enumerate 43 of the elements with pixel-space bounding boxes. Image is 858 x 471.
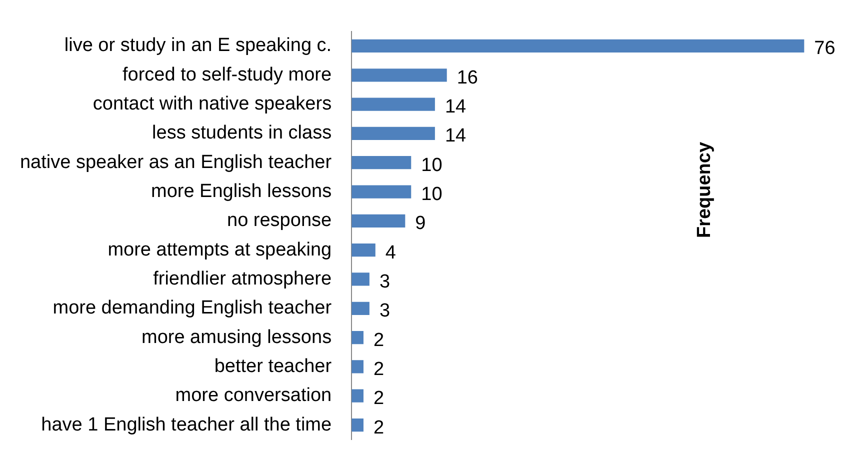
data-label: 2 <box>373 388 384 410</box>
bar <box>352 272 370 286</box>
bar <box>352 39 804 53</box>
bar <box>352 68 447 82</box>
y-tick-label: more attempts at speaking <box>108 239 332 260</box>
y-tick-label: forced to self-study more <box>122 64 332 86</box>
y-tick-label: better teacher <box>214 356 332 377</box>
y-tick-label: more conversation <box>175 385 332 406</box>
data-label: 2 <box>373 330 384 351</box>
data-label: 10 <box>421 154 442 176</box>
bar <box>352 360 364 374</box>
annotation: Frequency <box>694 142 716 238</box>
data-label: 14 <box>444 126 467 147</box>
bar <box>352 126 435 140</box>
y-tick-label: native speaker as an English teacher <box>20 152 332 173</box>
data-label: 10 <box>421 184 442 205</box>
y-tick-label: no response <box>227 210 332 232</box>
data-label: 9 <box>415 213 426 234</box>
bar <box>352 302 370 315</box>
y-tick-label: live or study in an E speaking c. <box>64 35 332 56</box>
bar <box>352 418 364 432</box>
data-label: 3 <box>379 271 390 292</box>
y-tick-label: have 1 English teacher all the time <box>41 414 332 436</box>
data-label: 4 <box>385 242 396 264</box>
y-tick-label: more demanding English teacher <box>52 298 332 319</box>
data-label: 14 <box>444 96 467 118</box>
bar <box>352 185 412 198</box>
y-tick-label: more amusing lessons <box>141 326 332 348</box>
data-label: 76 <box>814 38 836 60</box>
y-tick-label: contact with native speakers <box>92 94 332 115</box>
y-tick-label: less students in class <box>152 122 332 144</box>
bar <box>352 389 364 402</box>
data-label: 2 <box>373 417 384 438</box>
y-tick-label: friendlier atmosphere <box>153 268 332 290</box>
bar <box>352 244 376 257</box>
y-tick-label: more English lessons <box>150 181 332 202</box>
bar <box>352 214 406 228</box>
bar <box>352 98 435 111</box>
bar <box>352 330 364 344</box>
bar <box>352 156 412 170</box>
data-label: 3 <box>379 300 390 322</box>
data-label: 2 <box>373 358 384 380</box>
data-label: 16 <box>456 67 478 88</box>
